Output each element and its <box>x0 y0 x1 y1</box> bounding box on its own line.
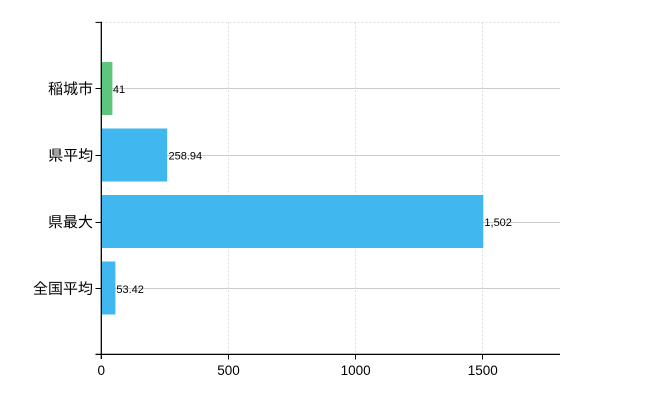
svg-text:258.94: 258.94 <box>169 151 203 163</box>
svg-text:1500: 1500 <box>468 363 498 378</box>
svg-text:1,502: 1,502 <box>484 217 512 229</box>
svg-text:53.42: 53.42 <box>116 284 144 296</box>
svg-text:1000: 1000 <box>341 363 371 378</box>
svg-text:500: 500 <box>217 363 240 378</box>
svg-text:41: 41 <box>113 84 125 96</box>
svg-text:0: 0 <box>98 363 106 378</box>
